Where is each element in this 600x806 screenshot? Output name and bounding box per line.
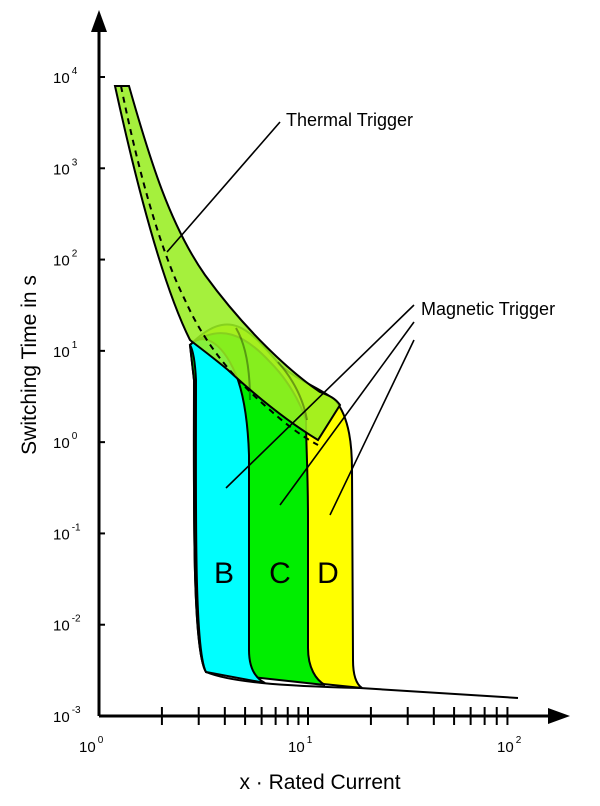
x-tick-label: 10 1 bbox=[288, 735, 313, 756]
y-tick-label: 10 4 bbox=[53, 66, 78, 87]
y-axis-title: Switching Time in s bbox=[18, 275, 41, 455]
zone-label-c: C bbox=[269, 557, 291, 590]
thermal-trigger-annotation: Thermal Trigger bbox=[286, 110, 413, 130]
axes-layer bbox=[91, 10, 570, 725]
y-tick-label: 10 -2 bbox=[53, 614, 81, 635]
y-tick-label: 10 2 bbox=[53, 249, 78, 270]
zone-label-d: D bbox=[317, 557, 339, 590]
thermal-band bbox=[113, 85, 342, 442]
y-tick-label: 10 3 bbox=[53, 157, 78, 178]
zone-label-b: B bbox=[214, 557, 234, 590]
magnetic-leader-line-c bbox=[279, 321, 415, 506]
thermal-mean-curve bbox=[120, 85, 319, 446]
magnetic-leader-line-d bbox=[329, 339, 415, 516]
instantaneous-trip-line bbox=[205, 671, 519, 699]
y-tick-label: 10 -3 bbox=[53, 705, 81, 726]
text-layer: x · Rated Current Switching Time in s Th… bbox=[18, 66, 555, 794]
y-tick-label: 10 1 bbox=[53, 340, 78, 361]
zone-c-boundary bbox=[277, 361, 308, 421]
x-tick-label: 10 0 bbox=[79, 735, 104, 756]
y-tick-label: 10 -1 bbox=[53, 522, 81, 543]
thermal-leader-line bbox=[166, 121, 281, 253]
x-axis-title: x · Rated Current bbox=[239, 771, 400, 794]
magnetic-leader-line-b bbox=[225, 304, 415, 489]
x-axis-arrow bbox=[548, 708, 570, 724]
y-axis-arrow bbox=[91, 10, 107, 32]
regions-layer bbox=[113, 85, 519, 699]
zone-b-boundary bbox=[235, 327, 251, 401]
x-tick-label: 10 2 bbox=[497, 735, 522, 756]
y-tick-label: 10 0 bbox=[53, 431, 78, 452]
magnetic-trigger-annotation: Magnetic Trigger bbox=[421, 299, 555, 319]
